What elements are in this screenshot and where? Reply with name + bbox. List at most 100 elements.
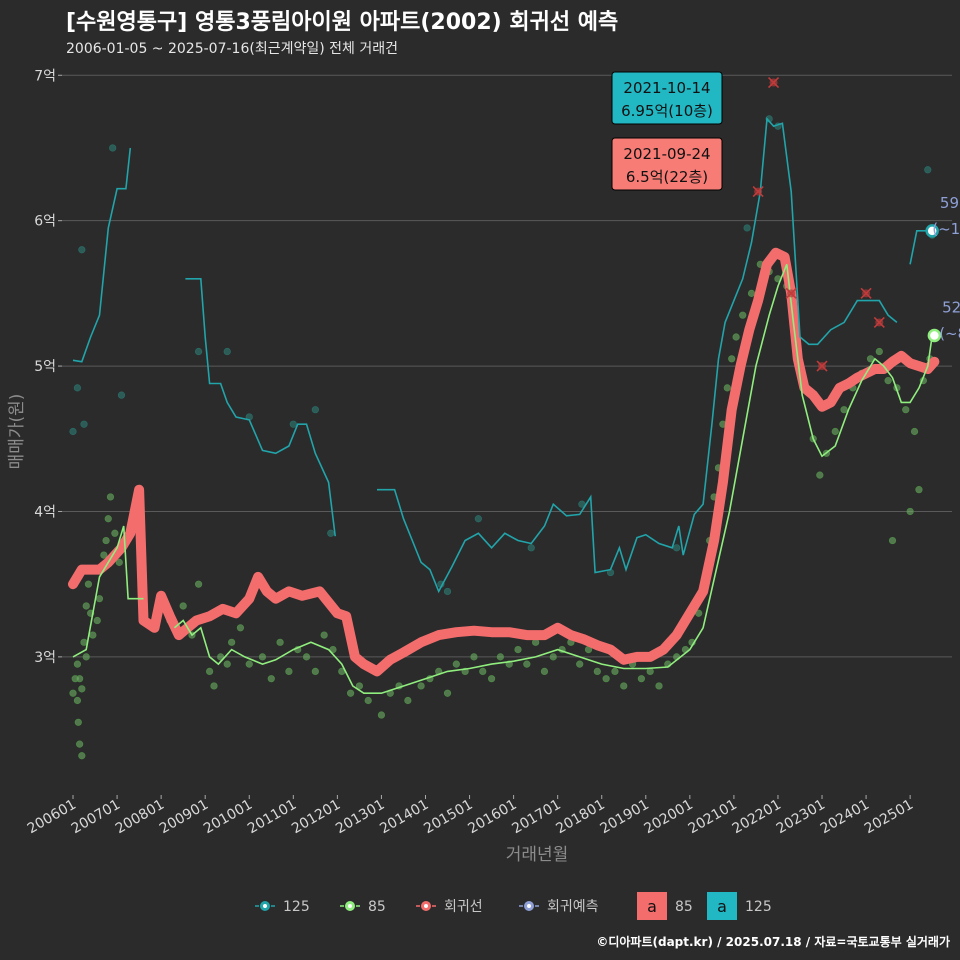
scatter-point-125 bbox=[109, 144, 117, 152]
x-tick-label: 200901 bbox=[157, 797, 211, 838]
annotation-max-125-label: 6.95억(10층) bbox=[621, 102, 713, 120]
scatter-point-125 bbox=[327, 529, 335, 537]
x-tick-label: 201101 bbox=[245, 797, 299, 838]
scatter-point-85 bbox=[104, 515, 112, 523]
legend-item: 125 bbox=[255, 899, 310, 915]
max-marker bbox=[873, 316, 885, 329]
scatter-point-125 bbox=[527, 544, 535, 552]
legend-label: 125 bbox=[283, 899, 310, 915]
scatter-point-125 bbox=[743, 224, 751, 232]
scatter-point-85 bbox=[915, 486, 923, 494]
x-axis-title: 거래년월 bbox=[506, 845, 569, 865]
legend-item: 회귀선 bbox=[416, 899, 483, 915]
scatter-point-125 bbox=[73, 384, 82, 392]
footer-credit: ©디아파트(dapt.kr) / 2025.07.18 / 자료=국토교통부 실… bbox=[596, 935, 950, 949]
legend-label: 회귀선 bbox=[444, 899, 483, 915]
y-tick-label: 5억 bbox=[34, 359, 56, 375]
scatter-point-85 bbox=[217, 653, 225, 661]
x-tick-label: 200601 bbox=[25, 797, 79, 838]
scatter-point-85 bbox=[311, 667, 319, 676]
series-line-125 bbox=[185, 278, 336, 537]
scatter-point-85 bbox=[115, 558, 123, 566]
scatter-point-85 bbox=[417, 682, 425, 690]
scatter-point-85 bbox=[723, 384, 731, 392]
scatter-point-125 bbox=[78, 246, 86, 254]
scatter-point-85 bbox=[875, 347, 883, 356]
scatter-point-85 bbox=[329, 645, 337, 654]
x-tick-label: 202201 bbox=[730, 797, 784, 838]
series-line-85 bbox=[173, 264, 933, 694]
grid-lines bbox=[62, 74, 952, 658]
annotation-max-125-box bbox=[611, 71, 723, 125]
y-tick-label: 7억 bbox=[34, 68, 56, 84]
legend-swatch-core bbox=[348, 904, 352, 908]
end-label-area: (~125㎡) bbox=[932, 220, 960, 238]
legend-label: 회귀예측 bbox=[547, 899, 599, 915]
scatter-point-125 bbox=[924, 166, 932, 174]
x-tick-label: 202301 bbox=[774, 797, 828, 838]
x-tick-label: 201301 bbox=[333, 797, 387, 838]
x-tick-label: 201701 bbox=[509, 797, 563, 838]
end-point-0 bbox=[925, 224, 939, 238]
legend-fill-label: 85 bbox=[675, 899, 693, 915]
end-label-value: 52,129 bbox=[942, 299, 960, 317]
x-tick-label: 202501 bbox=[862, 797, 916, 838]
scatter-point-85 bbox=[74, 718, 82, 726]
scatter-point-85 bbox=[302, 653, 311, 661]
scatter-point-85 bbox=[487, 675, 496, 683]
y-tick-label: 4억 bbox=[34, 504, 56, 520]
max-marker bbox=[860, 287, 872, 299]
series-line-125 bbox=[72, 147, 132, 363]
scatter-point-85 bbox=[523, 660, 531, 668]
x-tick-label: 202101 bbox=[686, 797, 740, 838]
max-marker bbox=[816, 360, 828, 372]
end-label-value: 59,233 bbox=[940, 194, 960, 212]
scatter-point-85 bbox=[816, 471, 824, 479]
scatter-point-85 bbox=[452, 660, 460, 668]
legend-fill-label: 125 bbox=[745, 899, 772, 915]
scatter-point-125 bbox=[80, 420, 88, 428]
scatter-point-85 bbox=[179, 602, 187, 610]
scatter-point-85 bbox=[82, 602, 90, 610]
scatter-point-85 bbox=[602, 675, 610, 683]
x-tick-label: 201001 bbox=[201, 797, 255, 838]
series-line-85 bbox=[72, 525, 144, 658]
annotation-max-85-date: 2021-09-24 bbox=[623, 145, 710, 163]
scatter-point-85 bbox=[93, 616, 101, 625]
scatter-point-85 bbox=[267, 675, 275, 683]
scatter-point-85 bbox=[364, 696, 372, 705]
scatter-point-85 bbox=[637, 675, 645, 683]
scatter-point-125 bbox=[69, 427, 77, 436]
scatter-point-85 bbox=[285, 667, 293, 676]
scatter-point-85 bbox=[655, 682, 663, 690]
x-axis: 2006012007012008012009012010012011012012… bbox=[25, 795, 916, 865]
x-tick-label: 201801 bbox=[553, 797, 607, 838]
scatter-point-125 bbox=[673, 544, 681, 552]
max-marker bbox=[752, 186, 764, 198]
annotations: 2021-10-14 6.95억(10층) 2021-09-24 6.5억(22층) 5… bbox=[611, 71, 960, 343]
scatter-point-125 bbox=[474, 515, 482, 523]
chart-title: [수원영통구] 영통3풍림아이원 아파트(2002) 회귀선 예측 bbox=[66, 10, 619, 35]
annotation-max-125-date: 2021-10-14 bbox=[623, 79, 710, 97]
scatter-point-85 bbox=[228, 638, 236, 646]
scatter-point-85 bbox=[910, 427, 919, 436]
scatter-point-125 bbox=[578, 500, 586, 508]
legend-item: 85 bbox=[340, 899, 386, 915]
scatter-point-85 bbox=[747, 289, 756, 297]
legend-item: 회귀예측 bbox=[519, 899, 599, 915]
x-tick-label: 201401 bbox=[377, 797, 431, 838]
scatter-point-125 bbox=[223, 347, 231, 356]
annotation-max-125: 2021-10-14 6.95억(10층) bbox=[611, 71, 723, 125]
scatter-point-85 bbox=[540, 667, 549, 676]
annotation-max-85-label: 6.5억(22층) bbox=[626, 168, 708, 186]
legend: 125 85 회귀선 회귀예측 a 85 a 125 bbox=[255, 892, 772, 920]
max-markers bbox=[752, 76, 885, 372]
scatter-point-85 bbox=[320, 631, 328, 639]
scatter-point-85 bbox=[496, 653, 504, 661]
scatter-point-85 bbox=[205, 667, 214, 676]
x-tick-label: 200701 bbox=[69, 797, 123, 838]
x-tick-label: 201601 bbox=[465, 797, 519, 838]
scatter-point-85 bbox=[276, 638, 284, 646]
scatter-point-85 bbox=[866, 355, 875, 363]
